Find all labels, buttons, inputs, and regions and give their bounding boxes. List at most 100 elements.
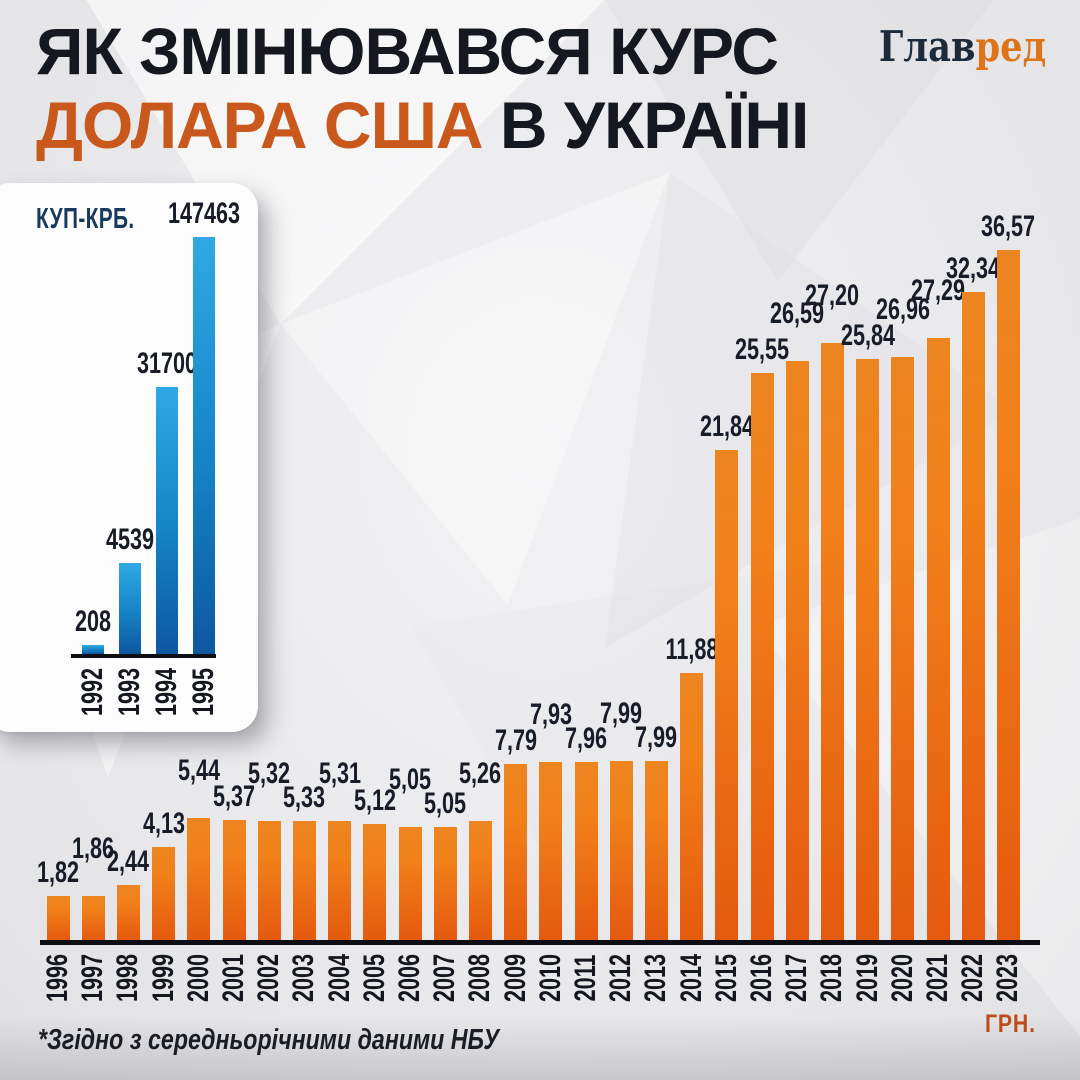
bar-2013 [644, 761, 668, 940]
bar-value-label: 5,44 [177, 754, 220, 787]
bar-2005 [363, 824, 387, 940]
bar-value-label: 2,44 [107, 845, 150, 878]
bar-value-label: 7,99 [600, 697, 643, 730]
bar-2018 [820, 343, 844, 940]
bar-2019 [856, 359, 880, 940]
bar-2001 [222, 820, 246, 940]
bar-value-label: 26,96 [875, 293, 930, 326]
bar-2007 [433, 827, 457, 940]
bar-2008 [468, 821, 492, 940]
bar-year-label: 2008 [463, 953, 497, 1003]
bar-value-label: 5,05 [424, 787, 467, 820]
bar-year-label: 2016 [745, 953, 778, 1003]
title-line2-rest: В УКРАЇНІ [482, 88, 809, 162]
bar-value-label: 4,13 [142, 807, 185, 840]
inset-chart-karbovanets: 208 1992 4539 1993 31700 1994 147463 1995 [0, 183, 258, 732]
bar-value-label: 27,20 [805, 279, 860, 312]
bar-year-label: 2015 [709, 953, 743, 1003]
bar-1993 [119, 563, 141, 654]
bar-year-label: 2002 [252, 953, 286, 1003]
bar-value-label: 21,84 [699, 410, 754, 443]
bar-value-label: 208 [74, 605, 112, 638]
bar-2003 [292, 821, 316, 940]
bar-year-label: 1997 [76, 953, 110, 1003]
bar-value-label: 11,88 [665, 633, 719, 666]
bar-year-label: 2022 [956, 953, 990, 1003]
bar-value-label: 7,99 [635, 721, 678, 754]
glavred-logo: Главред [879, 22, 1046, 71]
bar-2006 [398, 827, 422, 940]
x-axis [40, 940, 1040, 945]
bar-1992 [82, 645, 104, 654]
bar-year-label: 2018 [815, 953, 849, 1003]
bar-year-label: 2000 [181, 953, 215, 1003]
bar-value-label: 36,57 [981, 210, 1036, 243]
bar-year-label: 2010 [533, 953, 567, 1003]
bar-2004 [328, 821, 352, 940]
bar-year-label: 2001 [217, 953, 250, 1003]
bar-year-label: 1996 [41, 953, 74, 1003]
bar-year-label: 2023 [991, 953, 1025, 1003]
bar-2014 [680, 673, 704, 940]
bar-1998 [116, 885, 140, 940]
bar-year-label: 2021 [921, 953, 954, 1003]
bar-year-label: 2004 [322, 953, 356, 1003]
bar-value-label: 5,12 [353, 784, 396, 817]
bar-1994 [156, 387, 178, 654]
bar-value-label: 25,84 [840, 319, 895, 352]
bar-value-label: 7,96 [564, 722, 608, 755]
bar-year-label: 2013 [639, 953, 673, 1003]
bar-2017 [785, 361, 809, 940]
bar-2009 [504, 764, 528, 940]
bar-2016 [750, 373, 774, 940]
bar-year-label: 2007 [428, 953, 462, 1003]
bar-year-label: 2020 [885, 953, 919, 1003]
bar-value-label: 5,31 [318, 757, 361, 790]
inset-chart-title: КУП-КРБ. [36, 203, 135, 235]
bar-2000 [187, 818, 211, 940]
logo-part-dark: Глав [878, 22, 976, 71]
bar-value-label: 4539 [105, 523, 155, 556]
title-line1: ЯК ЗМІНЮВАВСЯ КУРС [36, 14, 779, 88]
bar-value-label: 26,59 [770, 297, 825, 330]
bar-value-label: 1,82 [36, 856, 80, 889]
bar-year-label: 2011 [569, 954, 602, 1002]
bar-value-label: 7,79 [494, 724, 537, 757]
bar-2022 [961, 292, 985, 940]
bar-year-label: 2014 [674, 953, 708, 1003]
bar-2015 [715, 450, 739, 940]
bar-value-label: 31700 [136, 347, 198, 380]
bar-year-label: 2019 [850, 953, 884, 1003]
bar-2002 [257, 821, 281, 940]
bar-year-label: 2005 [357, 953, 391, 1003]
bar-2011 [574, 762, 598, 940]
bar-value-label: 7,93 [529, 698, 572, 731]
bar-year-label: 2017 [780, 953, 814, 1003]
inset-chart-card: КУП-КРБ. 208 1992 4539 1993 31700 1994 147463 1… [0, 183, 258, 732]
bar-value-label: 25,55 [734, 333, 790, 366]
bar-value-label: 5,32 [248, 757, 291, 790]
bar-2012 [609, 761, 633, 940]
bar-1999 [152, 847, 176, 940]
bar-year-label: 2003 [287, 953, 321, 1003]
bar-value-label: 1,86 [72, 832, 115, 865]
title-line2-accent: ДОЛАРА США [36, 88, 484, 162]
bar-2023 [996, 250, 1020, 940]
bar-value-label: 27,29 [910, 274, 966, 307]
x-axis [71, 654, 216, 658]
bar-year-label: 2006 [393, 953, 426, 1003]
bar-year-label: 1999 [146, 953, 180, 1003]
bar-value-label: 5,33 [283, 781, 326, 814]
page-title: ЯК ЗМІНЮВАВСЯ КУРС ДОЛАРА США В УКРАЇНІ [36, 14, 809, 162]
currency-unit-label: ГРН. [985, 1010, 1036, 1038]
bar-2020 [891, 357, 915, 940]
bar-value-label: 5,26 [459, 757, 502, 790]
bar-1996 [46, 896, 70, 940]
bar-year-label: 2012 [604, 953, 638, 1003]
bar-1995 [193, 237, 215, 654]
bar-value-label: 32,34 [946, 252, 1001, 285]
bar-1997 [81, 896, 105, 940]
bar-2010 [539, 762, 563, 940]
